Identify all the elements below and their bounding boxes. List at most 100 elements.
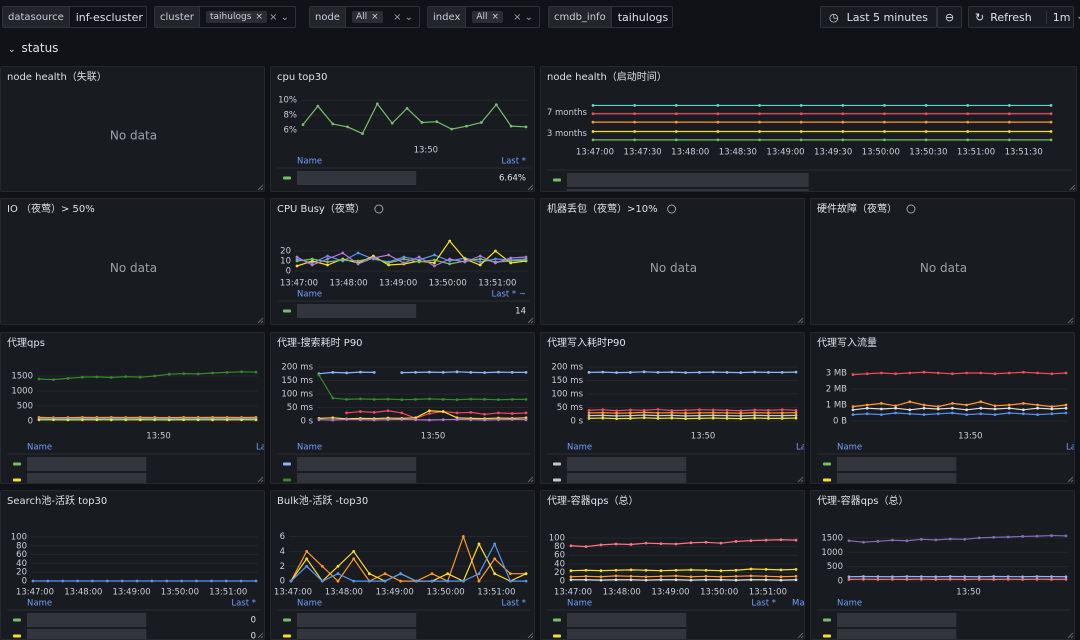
variable-picker[interactable]: cmdb_info taihulogs xyxy=(548,6,673,28)
series-point xyxy=(644,575,648,579)
series-point xyxy=(704,578,708,582)
series-point xyxy=(862,577,865,581)
series-point xyxy=(289,579,293,583)
series-point xyxy=(780,411,784,415)
chip-remove[interactable]: × xyxy=(371,12,379,22)
series-point xyxy=(1007,120,1011,124)
series-point xyxy=(433,253,436,257)
series-point xyxy=(1007,112,1011,116)
resize-handle xyxy=(257,184,264,191)
series-line xyxy=(296,240,527,267)
variable-value: taihulogs xyxy=(617,10,669,24)
series-point xyxy=(779,575,783,579)
series-point xyxy=(210,579,213,583)
series-point xyxy=(254,418,258,422)
legend-color xyxy=(823,462,831,466)
series-point xyxy=(767,414,770,418)
panel-title: Search池-活跃 top30 xyxy=(7,494,107,507)
series-point xyxy=(642,408,646,412)
x-tick-label: 13:51:30 xyxy=(1005,148,1043,158)
series-point xyxy=(420,121,424,124)
series-point xyxy=(758,120,761,124)
series-point xyxy=(1049,104,1053,107)
y-tick-label: 40 xyxy=(16,559,27,569)
series-point xyxy=(124,375,128,378)
series-point xyxy=(642,370,646,374)
variable-picker[interactable]: datasource inf-escluster xyxy=(2,6,147,28)
series-point xyxy=(794,578,798,582)
series-point xyxy=(435,120,439,124)
series-point xyxy=(674,138,678,142)
series-point xyxy=(749,539,753,542)
zoom-out[interactable]: ⊖ xyxy=(937,6,962,28)
series-point xyxy=(719,541,723,545)
series-point xyxy=(316,104,320,108)
row-header[interactable]: ⌄ status xyxy=(8,41,58,55)
series-point xyxy=(441,418,445,422)
series-point xyxy=(684,371,687,375)
series-point xyxy=(483,398,486,401)
series-point xyxy=(739,417,743,421)
chip-remove[interactable]: × xyxy=(491,12,500,22)
series-point xyxy=(399,572,403,576)
legend-color xyxy=(553,178,561,182)
series-line xyxy=(588,417,797,420)
panel-title: 代理写入流量 xyxy=(817,336,877,349)
legend-header-name: Name xyxy=(297,599,322,609)
y-tick-label: 0 s xyxy=(570,417,583,427)
legend-color xyxy=(13,462,21,466)
chip-remove[interactable]: × xyxy=(255,12,263,22)
series-point xyxy=(764,578,768,582)
series-point xyxy=(674,574,678,578)
series-point xyxy=(1049,130,1053,133)
x-tick-label: 13:48:30 xyxy=(719,148,757,158)
series-point xyxy=(924,112,928,116)
interval[interactable]: 1m xyxy=(1045,10,1070,24)
series-point xyxy=(670,370,674,374)
series-point xyxy=(891,575,894,579)
series-point xyxy=(497,370,500,374)
series-point xyxy=(1022,402,1025,405)
series-point xyxy=(779,578,783,582)
series-point xyxy=(670,411,674,415)
series-point xyxy=(124,418,128,422)
series-point xyxy=(689,568,693,572)
variable-picker[interactable]: node All × × ⌄ xyxy=(309,6,420,28)
series-point xyxy=(433,258,436,262)
panel: 代理写入流量 0 B 1 MB 2 MB 3 MB 13:50 Name La xyxy=(810,332,1075,484)
x-tick-label: 13:47:00 xyxy=(16,588,54,598)
series-point xyxy=(386,418,390,422)
time-picker[interactable]: ◷Last 5 minutes⌄ xyxy=(820,6,944,28)
variable-picker[interactable]: index All × × ⌄ xyxy=(427,6,540,28)
series-point xyxy=(629,414,632,418)
series-point xyxy=(493,557,497,561)
panel: 代理写入耗时P90 0 s 50 ms 100 ms 150 ms 200 ms 13:50… xyxy=(540,332,805,484)
series-point xyxy=(120,579,124,583)
series-point xyxy=(908,412,912,416)
series-point xyxy=(934,538,938,542)
picker-controls: × ⌄ xyxy=(513,11,533,23)
series-point xyxy=(891,577,894,581)
series-point xyxy=(66,418,70,422)
series-point xyxy=(477,542,481,546)
series-point xyxy=(642,413,646,417)
series-point xyxy=(601,413,605,417)
series-point xyxy=(684,408,687,412)
series-point xyxy=(469,397,473,401)
series-point xyxy=(587,370,591,374)
y-tick-label: 20 xyxy=(280,247,291,257)
refresh-button[interactable]: ↻ Refresh 1m ⌄ xyxy=(968,6,1080,28)
x-tick-label: 13:49:00 xyxy=(651,588,689,598)
series-point xyxy=(716,138,720,142)
variable-value: inf-escluster xyxy=(75,10,143,24)
panel-title: 代理-容器qps（总） xyxy=(547,494,639,507)
series-point xyxy=(1064,403,1068,407)
series-point xyxy=(711,411,715,415)
series-point xyxy=(841,104,845,107)
series-point xyxy=(670,416,674,420)
resize-handle xyxy=(1067,317,1074,324)
series-point xyxy=(305,564,309,568)
series-line xyxy=(290,542,526,582)
series-point xyxy=(922,370,926,374)
variable-picker[interactable]: cluster taihulogs × × ⌄ xyxy=(154,6,296,28)
